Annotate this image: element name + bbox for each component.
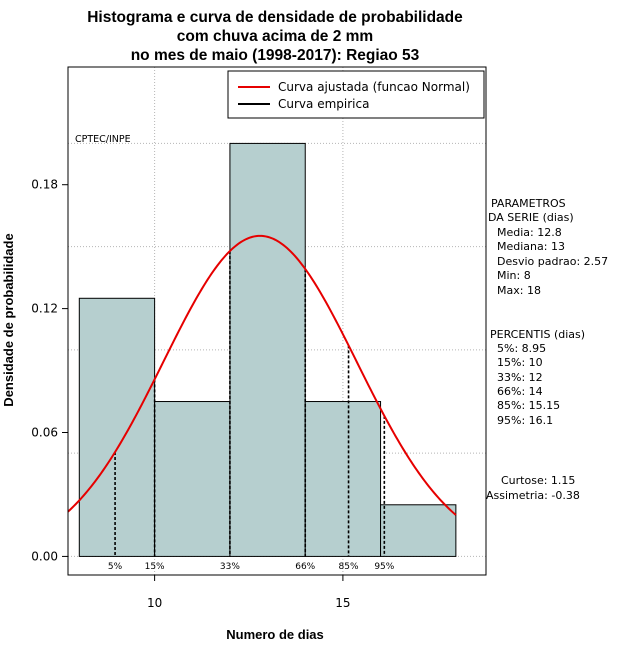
shape-block: Curtose: 1.15 Assimetria: -0.38 [486,474,580,502]
stats-side-panel: PARAMETROS DA SERIE (dias) Media: 12.8 M… [486,197,608,502]
histogram-bars [78,142,457,557]
normal-curve-layer [67,234,457,516]
y-tick-label-2: 0.12 [31,302,58,316]
legend: Curva ajustada (funcao Normal) Curva emp… [227,70,485,119]
normal-curve [67,234,457,516]
credit-label: CPTEC/INPE [75,134,131,145]
percentis-heading: PERCENTIS (dias) [490,328,585,341]
percentil-66: 66%: 14 [497,385,543,398]
params-heading-1: PARAMETROS [491,197,566,210]
chart-title: Histograma e curva de densidade de proba… [87,9,463,64]
percentil-85: 85%: 15.15 [497,399,560,412]
percentil-15: 15%: 10 [497,356,543,369]
parameters-block: PARAMETROS DA SERIE (dias) Media: 12.8 M… [488,197,608,297]
percentile-markers: 5% 15% 33% 66% 85% 95% [108,251,395,572]
param-mediana: Mediana: 13 [497,240,565,253]
assimetria-value: Assimetria: -0.38 [486,489,580,502]
param-max: Max: 18 [497,284,541,297]
x-tick-label-0: 10 [147,596,162,610]
legend-normal-label: Curva ajustada (funcao Normal) [278,80,470,94]
title-line-2: com chuva acima de 2 mm [177,28,373,45]
x-tick-label-1: 15 [335,596,350,610]
percentil-33: 33%: 12 [497,371,543,384]
percentile-label-0: 5% [108,562,123,572]
percentile-label-5: 95% [374,562,394,572]
curtose-value: Curtose: 1.15 [501,474,575,487]
histogram-bar-3 [229,142,306,557]
param-min: Min: 8 [497,269,531,282]
legend-empirical-label: Curva empirica [278,97,369,111]
axes: 0.00 0.06 0.12 0.18 10 15 [31,66,487,610]
percentile-label-4: 85% [339,562,359,572]
histogram-bar-2 [154,401,231,557]
histogram-bar-5 [380,504,457,557]
percentil-95: 95%: 16.1 [497,414,553,427]
y-tick-label-1: 0.06 [31,426,58,440]
param-media: Media: 12.8 [497,226,562,239]
histogram-bar-4 [304,401,382,557]
y-tick-label-3: 0.18 [31,178,58,192]
legend-box [227,70,485,119]
x-axis-title: Numero de dias [226,627,324,642]
percentile-label-2: 33% [220,562,240,572]
params-heading-2: DA SERIE (dias) [488,211,574,224]
title-line-3: no mes de maio (1998-2017): Regiao 53 [131,47,420,64]
histogram-bar-1 [78,297,156,557]
percentil-5: 5%: 8.95 [497,342,546,355]
param-desvio: Desvio padrao: 2.57 [497,255,608,268]
percentile-label-1: 15% [145,562,165,572]
percentis-block: PERCENTIS (dias) 5%: 8.95 15%: 10 33%: 1… [490,328,585,427]
percentile-label-3: 66% [295,562,315,572]
y-axis-title: Densidade de probabilidade [1,233,16,406]
title-line-1: Histograma e curva de densidade de proba… [87,9,463,26]
y-tick-label-0: 0.00 [31,549,58,563]
